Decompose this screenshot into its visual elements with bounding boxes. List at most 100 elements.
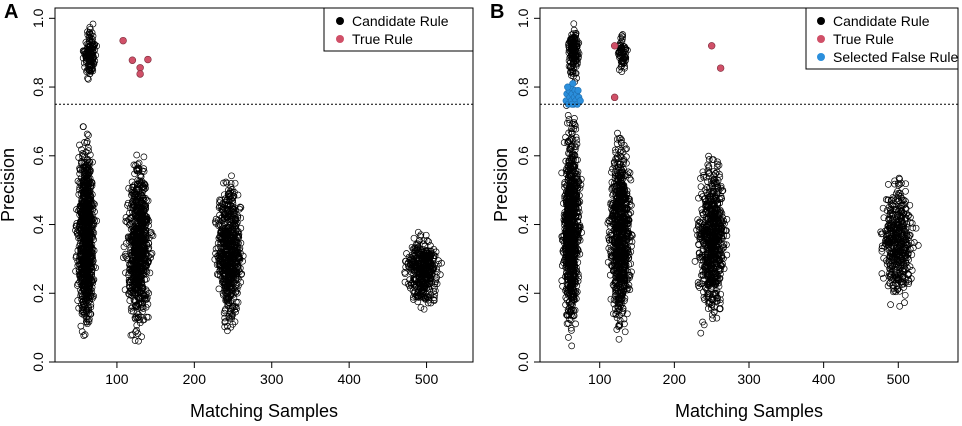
panel-a-candidate-point [430,245,438,253]
panel-a-y-tick-label: 0.4 [30,215,46,235]
panel-b-candidate-point [563,195,571,202]
panel-b-candidate-point [567,306,575,313]
panel-a-candidate-point [76,183,84,191]
panel-a-candidate-point [138,235,146,242]
panel-a-candidate-point [135,294,143,302]
panel-a-candidate-point [83,307,90,314]
panel-a-candidate-point [79,259,86,267]
panel-a-true-rule-point [144,55,152,64]
panel-a-candidate-point [120,243,128,251]
panel-a-legend-marker-true [336,35,344,43]
panel-a-candidate-point [225,299,233,307]
panel-b-candidate-point [574,246,582,254]
panel-a-candidate-point [426,253,434,260]
panel-a-candidate-point [86,203,94,211]
panel-a-candidate-point [138,333,145,341]
panel-a-candidate-point [229,251,237,259]
panel-a-candidate-point [138,192,146,200]
panel-a-candidate-point [133,276,141,283]
panel-b-candidate-point [571,122,579,129]
panel-a-candidate-point [404,280,412,288]
panel-a-candidate-point [136,171,144,179]
panel-a-candidate-point [222,305,229,313]
panel-a-candidate-point [142,204,149,212]
panel-a-candidate-point [135,165,143,172]
panel-a-candidate-point [228,172,235,180]
panel-a-candidate-point [82,190,90,198]
panel-a-candidate-point [82,318,90,325]
panel-b-candidate-point [572,133,580,141]
panel-a-candidate-point [228,233,236,241]
panel-b-candidate-point [571,120,578,128]
panel-a-candidate-point [125,278,133,286]
panel-a-candidate-point [78,214,86,222]
panel-a-candidate-point [78,281,85,289]
panel-b-candidate-point [559,282,566,290]
panel-a-candidate-point [120,254,127,261]
panel-a-candidate-point [145,244,153,252]
panel-a-candidate-point [132,213,140,220]
panel-b-candidate-point [567,208,575,216]
panel-a-candidate-point [217,197,224,205]
panel-a-candidate-point [91,57,99,65]
panel-a-candidate-point [89,158,96,166]
panel-a-candidate-point [227,297,235,305]
panel-a-candidate-point [140,231,147,238]
panel-a-candidate-point [217,250,225,258]
panel-a-candidate-point [80,48,88,55]
panel-b-candidate-point [562,210,570,218]
panel-b-candidate-point [569,226,576,234]
panel-a-candidate-point [144,313,152,321]
panel-a-x-tick-label: 300 [260,371,284,387]
panel-a-candidate-point [223,247,231,254]
panel-b-candidate-point [564,163,572,171]
panel-a-candidate-point [130,260,138,268]
panel-a-candidate-point [85,43,93,51]
panel-a-candidate-point [82,263,90,271]
panel-a-candidate-point [130,161,138,169]
panel-a-candidate-point [231,306,238,314]
panel-b-candidate-point [564,260,572,268]
panel-a-candidate-point [418,290,426,297]
panel-a-candidate-point [139,290,147,297]
panel-a-candidate-point [414,298,422,306]
panel-a-candidate-point [138,179,145,187]
panel-b-candidate-point [574,168,582,176]
panel-a-candidate-point [232,288,239,296]
panel-a-candidate-point [428,279,436,287]
panel-a-candidate-point [235,282,242,289]
panel-b-candidate-point [564,219,572,227]
panel-a-candidate-point [223,229,231,236]
panel-a-candidate-point [79,303,86,311]
panel-b-candidate-point [572,125,580,133]
panel-a-candidate-point [139,238,147,246]
panel-a-candidate-point [78,201,86,209]
panel-a-candidate-point [84,204,91,211]
panel-b-candidate-point [565,129,573,137]
panel-a-candidate-point [229,222,237,229]
panel-a-candidate-point [125,282,133,289]
panel-a-candidate-point [425,274,433,282]
panel-b-candidate-point [570,198,578,206]
panel-a-legend-marker-candidate [336,17,344,25]
panel-b-candidate-point [568,262,576,270]
panel-b-candidate-point [562,133,569,141]
panel-a-true-rule-point [119,36,127,45]
panel-a-candidate-point [139,242,147,249]
panel-a-candidate-point [237,204,245,211]
panel-a-candidate-point [83,222,91,230]
panel-a-candidate-point [83,293,90,301]
panel-a-candidate-point [140,153,148,161]
panel-a-true-rule-point [136,64,144,72]
panel-b-candidate-point [577,175,585,183]
panel-a-candidate-point [419,279,427,287]
panel-a-candidate-point [72,254,80,261]
panel-a-candidate-point [425,238,432,245]
panel-a-candidate-point [226,283,233,291]
panel-a-candidate-point [234,191,242,199]
panel-a-candidate-point [216,233,224,241]
panel-a-candidate-point [79,256,87,264]
panel-a-candidate-point [83,139,91,147]
panel-a-candidate-point [79,123,87,130]
panel-b-candidate-point [569,258,577,265]
